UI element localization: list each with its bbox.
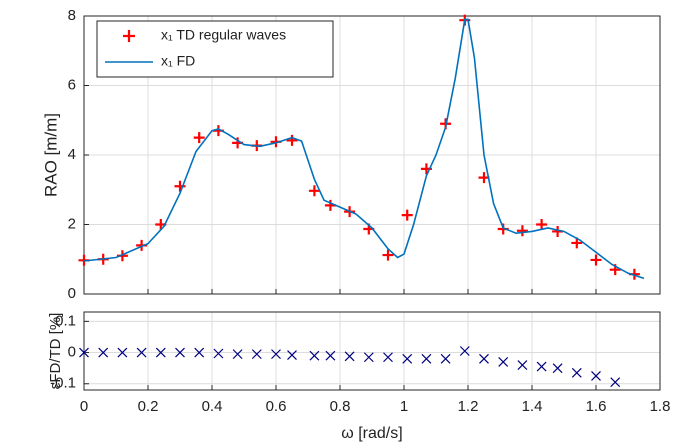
x-tick-label: 1 — [400, 398, 408, 415]
series-line — [83, 18, 645, 280]
y-tick-label: 6 — [68, 76, 76, 93]
marker — [536, 361, 547, 372]
marker — [383, 352, 393, 363]
marker — [516, 225, 528, 237]
marker — [155, 347, 166, 358]
marker — [363, 352, 374, 363]
x-tick-label: 1.6 — [586, 398, 607, 415]
marker — [382, 249, 394, 261]
marker — [421, 353, 432, 364]
marker — [286, 134, 298, 146]
marker — [536, 219, 548, 230]
x-tick-label: 0.6 — [266, 398, 287, 415]
x-tick-label: 1.8 — [650, 398, 671, 415]
marker — [251, 349, 262, 360]
x-tick-label: 0.2 — [138, 398, 159, 415]
plot-area — [84, 312, 660, 390]
legend-label: x₁ FD — [161, 53, 195, 69]
marker — [591, 371, 601, 381]
y-tick-label: 0 — [68, 285, 76, 302]
x-tick-label: 0.4 — [202, 398, 223, 415]
x-axis-label: ω [rad/s] — [341, 425, 402, 442]
legend-swatch — [123, 30, 135, 42]
marker — [610, 377, 621, 388]
marker — [402, 353, 413, 364]
y-tick-label: -0.1 — [50, 375, 76, 392]
y-tick-label: 0 — [68, 344, 76, 361]
marker — [325, 350, 336, 361]
marker — [517, 360, 528, 370]
legend-label: x₁ TD regular waves — [161, 27, 286, 43]
marker — [98, 347, 109, 358]
x-tick-label: 0.8 — [330, 398, 351, 415]
y-tick-label: 0.1 — [55, 312, 76, 329]
marker — [309, 350, 320, 361]
x-tick-label: 1.2 — [458, 398, 479, 415]
marker — [344, 351, 355, 362]
y-axis-label: εFD/TD [%] — [47, 313, 64, 390]
marker — [552, 363, 563, 374]
marker — [459, 346, 470, 356]
marker — [271, 349, 281, 360]
marker — [498, 356, 509, 367]
y-tick-label: 2 — [68, 215, 76, 232]
marker — [479, 353, 489, 364]
marker — [590, 254, 602, 266]
x-tick-label: 0 — [80, 398, 88, 415]
marker — [136, 347, 147, 358]
marker — [194, 347, 205, 358]
marker — [175, 347, 185, 358]
legend-box — [96, 20, 334, 78]
marker — [174, 180, 186, 192]
marker — [193, 132, 205, 144]
marker — [117, 347, 128, 358]
marker — [308, 185, 320, 197]
y-tick-label: 4 — [68, 146, 76, 163]
marker — [79, 347, 89, 358]
axes-frame — [83, 311, 661, 391]
axes-frame — [83, 15, 661, 295]
marker — [401, 209, 413, 221]
marker — [440, 353, 451, 364]
marker — [232, 349, 243, 360]
marker — [287, 350, 297, 360]
marker — [571, 367, 582, 378]
x-tick-label: 1.4 — [522, 398, 543, 415]
y-axis-label: RAO [m/m] — [41, 113, 60, 197]
marker — [213, 348, 224, 359]
y-tick-label: 8 — [68, 7, 76, 24]
